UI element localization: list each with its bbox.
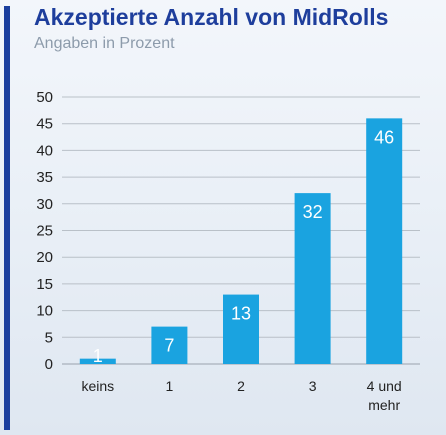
value-label: 1: [93, 346, 103, 366]
x-tick-label: 4 und mehr: [367, 378, 402, 413]
bar: [223, 294, 259, 364]
y-tick-label: 15: [36, 276, 53, 293]
accent-bar: [4, 6, 10, 430]
bar: [294, 193, 331, 364]
bar: [366, 118, 403, 364]
x-tick-label: keins: [81, 378, 114, 394]
value-label: 46: [374, 127, 394, 147]
x-tick-label: 3: [309, 378, 317, 394]
x-tick-label: 1: [166, 378, 174, 394]
x-tick-label: 2: [237, 378, 245, 394]
value-label: 32: [303, 202, 323, 222]
y-tick-label: 30: [36, 196, 53, 213]
y-tick-label: 45: [36, 116, 53, 133]
chart-subtitle: Angaben in Prozent: [34, 35, 175, 52]
y-tick-label: 35: [36, 169, 53, 186]
y-tick-label: 0: [45, 356, 53, 373]
y-tick-label: 25: [36, 223, 53, 240]
y-tick-label: 5: [45, 329, 53, 346]
chart-title: Akzeptierte Anzahl von MidRolls: [34, 4, 389, 30]
value-label: 7: [164, 336, 174, 356]
y-tick-label: 20: [36, 249, 53, 266]
y-tick-label: 40: [36, 142, 53, 159]
y-tick-label: 10: [36, 303, 53, 320]
value-label: 13: [231, 304, 251, 324]
bar: [151, 326, 188, 364]
bar: [79, 358, 116, 364]
y-tick-label: 50: [36, 89, 53, 106]
